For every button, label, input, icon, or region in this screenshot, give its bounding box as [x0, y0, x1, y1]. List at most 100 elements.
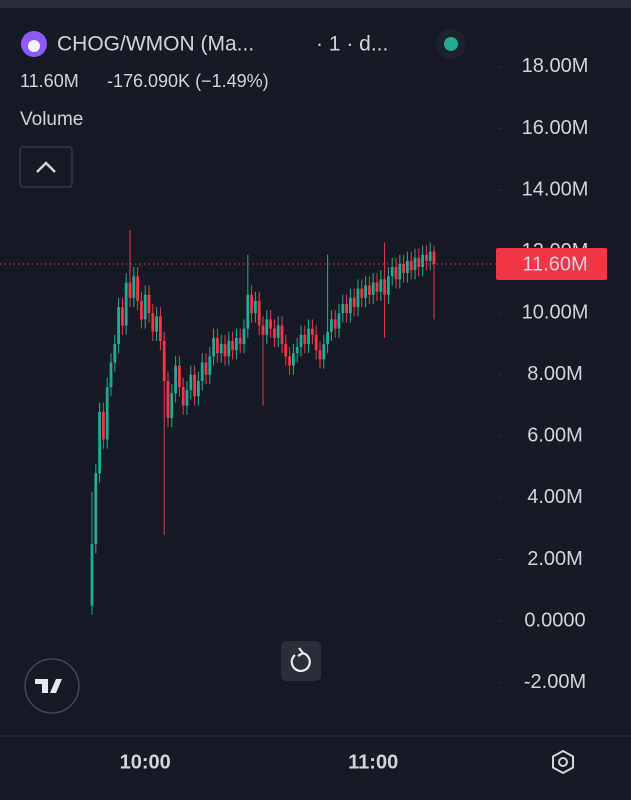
reset-arrow: [297, 647, 305, 657]
candle-body: [140, 300, 143, 320]
candle-body: [223, 344, 227, 357]
candle-body: [425, 254, 428, 261]
candle-body: [273, 328, 276, 338]
logo-button[interactable]: [24, 658, 80, 714]
settings-icon: [558, 757, 568, 767]
candle-body: [238, 337, 242, 345]
candle-body: [326, 331, 329, 345]
candle-body: [235, 337, 238, 351]
candle-body: [333, 319, 337, 329]
candle-body: [261, 325, 265, 335]
candle-body: [280, 325, 284, 345]
candle-body: [417, 257, 421, 268]
collapse-icon: [36, 161, 56, 173]
candle-body: [269, 319, 272, 329]
candle-body: [428, 251, 432, 261]
x-tick-label: 10:00: [120, 751, 171, 773]
candle-body: [227, 340, 231, 357]
candle-body: [314, 334, 318, 351]
candle-body: [185, 390, 189, 406]
candle-body: [151, 313, 155, 332]
interval: · 1 · d...: [316, 33, 388, 56]
symbol-title: CHOG/WMON (Ma...: [57, 33, 254, 56]
candle-body: [136, 276, 139, 301]
candle-body: [379, 279, 383, 292]
candle-body: [204, 362, 208, 375]
candle-body: [421, 254, 424, 268]
candle-body: [375, 282, 379, 292]
candle-body: [307, 328, 310, 345]
candle-body: [387, 276, 390, 295]
candle-body: [208, 356, 212, 375]
reset-icon: [290, 651, 311, 673]
candle-body: [288, 356, 291, 366]
candle-body: [246, 294, 250, 329]
candle-body: [299, 334, 303, 348]
settings-button[interactable]: [552, 749, 574, 775]
candle-body: [250, 294, 253, 314]
y-tick-label: 10.00M: [522, 302, 589, 324]
y-tick-label: 4.00M: [527, 486, 583, 508]
candle-body: [121, 307, 124, 326]
collapse-button[interactable]: [19, 146, 73, 188]
candle-body: [409, 260, 413, 271]
candle-body: [295, 347, 299, 354]
header-change: -176.090K (−1.49%): [107, 71, 269, 91]
candle-body: [147, 294, 151, 314]
y-tick-label: 14.00M: [522, 178, 589, 200]
candle-body: [242, 328, 246, 345]
candle-body: [166, 380, 170, 418]
candle-body: [117, 307, 120, 345]
candle-body: [200, 362, 204, 381]
candle-body: [254, 300, 257, 314]
candle-body: [189, 374, 193, 391]
candle-body: [345, 303, 348, 314]
candle-body: [105, 387, 109, 440]
candle-body: [368, 285, 371, 295]
candle-body: [383, 279, 386, 295]
candle-body: [356, 288, 360, 308]
candle-body: [181, 387, 185, 406]
candle-body: [303, 334, 307, 345]
candle-body: [128, 282, 132, 298]
y-tick-label: 18.00M: [522, 55, 589, 77]
candle-body: [364, 285, 367, 298]
candle-body: [197, 380, 200, 397]
candle-body: [174, 365, 177, 394]
candle-body: [98, 411, 101, 474]
y-tick-label: -2.00M: [524, 671, 586, 693]
token-avatar-face: [28, 40, 40, 52]
candle-body: [337, 313, 341, 329]
candle-body: [212, 337, 215, 357]
candle-body: [292, 353, 295, 366]
reset-button[interactable]: [281, 641, 321, 681]
candle-body: [390, 267, 394, 277]
candle-body: [349, 297, 352, 314]
candle-body: [102, 411, 105, 440]
candle-body: [352, 297, 356, 308]
candle-body: [109, 362, 113, 388]
candle-body: [398, 263, 402, 280]
y-tick-label: 8.00M: [527, 363, 583, 385]
candle-body: [178, 365, 181, 388]
candle-body: [394, 267, 398, 280]
candle-body: [162, 340, 166, 381]
candle-body: [216, 337, 219, 354]
candle-body: [257, 300, 261, 326]
candle-body: [231, 340, 234, 351]
y-tick-label: 2.00M: [527, 548, 583, 570]
logo-icon: [35, 679, 62, 693]
candle-body: [284, 344, 288, 357]
y-tick-label: 6.00M: [527, 425, 583, 447]
candle-body: [155, 316, 158, 332]
candle-body: [341, 303, 345, 314]
candle-body: [124, 282, 128, 326]
candle-body: [371, 282, 375, 295]
candle-body: [94, 473, 98, 545]
last-price-label: 11.60M: [522, 253, 587, 275]
volume-label: Volume: [20, 109, 83, 130]
candle-body: [402, 263, 405, 274]
candle-body: [265, 319, 269, 335]
